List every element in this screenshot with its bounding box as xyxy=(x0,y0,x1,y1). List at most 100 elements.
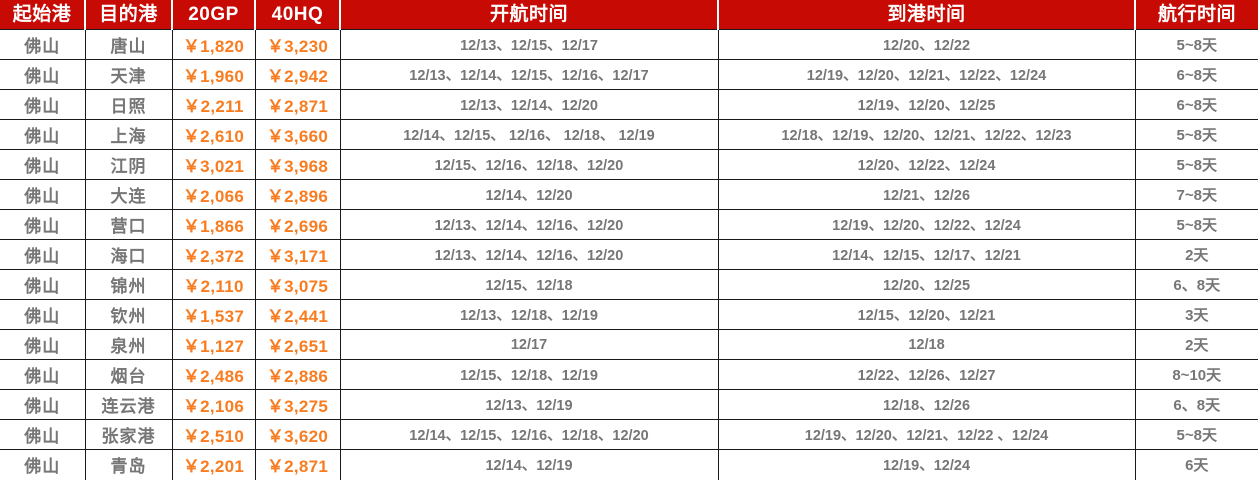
cell-40hq-price: ￥3,075 xyxy=(254,269,341,300)
cell-20gp-price: ￥1,866 xyxy=(171,209,256,240)
cell-20gp-price: ￥2,486 xyxy=(171,359,256,390)
table-header-row: 起始港 目的港 20GP 40HQ 开航时间 到港时间 航行时间 xyxy=(0,0,1258,30)
table-row: 佛山 泉州 ￥1,127 ￥2,651 12/17 12/18 2天 xyxy=(0,329,1258,360)
cell-origin-port: 佛山 xyxy=(0,389,86,420)
table-body: 佛山 唐山 ￥1,820 ￥3,230 12/13、12/15、12/17 12/20、1… xyxy=(0,29,1258,480)
cell-destination-port: 锦州 xyxy=(84,269,173,300)
cell-voyage-time: 8~10天 xyxy=(1134,359,1258,390)
cell-departure-time: 12/14、12/15、 12/16、 12/18、 12/19 xyxy=(339,119,719,150)
cell-20gp-price: ￥2,372 xyxy=(171,239,256,270)
column-header-origin-port: 起始港 xyxy=(0,0,86,30)
cell-arrival-time: 12/15、12/20、12/21 xyxy=(717,299,1136,330)
cell-20gp-price: ￥2,066 xyxy=(171,179,256,210)
cell-destination-port: 海口 xyxy=(84,239,173,270)
cell-destination-port: 唐山 xyxy=(84,29,173,60)
table-row: 佛山 天津 ￥1,960 ￥2,942 12/13、12/14、12/15、12/16、… xyxy=(0,59,1258,90)
cell-origin-port: 佛山 xyxy=(0,89,86,120)
column-header-departure-time: 开航时间 xyxy=(340,0,719,30)
cell-voyage-time: 6天 xyxy=(1134,449,1258,480)
cell-20gp-price: ￥1,960 xyxy=(171,59,256,90)
cell-destination-port: 青岛 xyxy=(84,449,173,480)
cell-20gp-price: ￥2,211 xyxy=(171,89,256,120)
cell-voyage-time: 5~8天 xyxy=(1134,149,1258,180)
cell-voyage-time: 7~8天 xyxy=(1134,179,1258,210)
cell-destination-port: 营口 xyxy=(84,209,173,240)
table-header: 起始港 目的港 20GP 40HQ 开航时间 到港时间 航行时间 xyxy=(0,0,1258,30)
cell-40hq-price: ￥3,171 xyxy=(254,239,341,270)
column-header-voyage-time: 航行时间 xyxy=(1135,0,1258,30)
cell-40hq-price: ￥2,871 xyxy=(254,89,341,120)
cell-40hq-price: ￥2,942 xyxy=(254,59,341,90)
cell-voyage-time: 5~8天 xyxy=(1134,29,1258,60)
table-row: 佛山 日照 ￥2,211 ￥2,871 12/13、12/14、12/20 12/19、1… xyxy=(0,89,1258,120)
cell-departure-time: 12/14、12/15、12/16、12/18、12/20 xyxy=(339,419,719,450)
cell-voyage-time: 6~8天 xyxy=(1134,59,1258,90)
cell-20gp-price: ￥2,510 xyxy=(171,419,256,450)
cell-arrival-time: 12/19、12/24 xyxy=(717,449,1136,480)
table-row: 佛山 营口 ￥1,866 ￥2,696 12/13、12/14、12/16、12/20 1… xyxy=(0,209,1258,240)
column-header-destination-port: 目的港 xyxy=(85,0,173,30)
cell-voyage-time: 5~8天 xyxy=(1134,119,1258,150)
cell-voyage-time: 6、8天 xyxy=(1134,269,1258,300)
column-header-arrival-time: 到港时间 xyxy=(718,0,1136,30)
cell-voyage-time: 5~8天 xyxy=(1134,209,1258,240)
cell-40hq-price: ￥3,968 xyxy=(254,149,341,180)
cell-20gp-price: ￥1,820 xyxy=(171,29,256,60)
cell-arrival-time: 12/18、12/19、12/20、12/21、12/22、12/23 xyxy=(717,119,1136,150)
cell-departure-time: 12/14、12/20 xyxy=(339,179,719,210)
cell-origin-port: 佛山 xyxy=(0,119,86,150)
cell-voyage-time: 5~8天 xyxy=(1134,419,1258,450)
cell-voyage-time: 6~8天 xyxy=(1134,89,1258,120)
cell-20gp-price: ￥1,127 xyxy=(171,329,256,360)
cell-departure-time: 12/15、12/16、12/18、12/20 xyxy=(339,149,719,180)
cell-arrival-time: 12/18、12/26 xyxy=(717,389,1136,420)
cell-departure-time: 12/13、12/18、12/19 xyxy=(339,299,719,330)
cell-origin-port: 佛山 xyxy=(0,329,86,360)
cell-departure-time: 12/13、12/19 xyxy=(339,389,719,420)
cell-20gp-price: ￥2,106 xyxy=(171,389,256,420)
cell-voyage-time: 2天 xyxy=(1134,329,1258,360)
cell-arrival-time: 12/18 xyxy=(717,329,1136,360)
cell-origin-port: 佛山 xyxy=(0,59,86,90)
cell-origin-port: 佛山 xyxy=(0,149,86,180)
cell-voyage-time: 3天 xyxy=(1134,299,1258,330)
cell-40hq-price: ￥2,651 xyxy=(254,329,341,360)
cell-origin-port: 佛山 xyxy=(0,239,86,270)
cell-arrival-time: 12/14、12/15、12/17、12/21 xyxy=(717,239,1136,270)
cell-40hq-price: ￥3,230 xyxy=(254,29,341,60)
table-row: 佛山 张家港 ￥2,510 ￥3,620 12/14、12/15、12/16、12/18… xyxy=(0,419,1258,450)
cell-20gp-price: ￥2,110 xyxy=(171,269,256,300)
cell-departure-time: 12/15、12/18、12/19 xyxy=(339,359,719,390)
cell-40hq-price: ￥2,871 xyxy=(254,449,341,480)
cell-origin-port: 佛山 xyxy=(0,299,86,330)
cell-40hq-price: ￥3,275 xyxy=(254,389,341,420)
table-row: 佛山 连云港 ￥2,106 ￥3,275 12/13、12/19 12/18、12/26 6… xyxy=(0,389,1258,420)
cell-40hq-price: ￥3,660 xyxy=(254,119,341,150)
cell-voyage-time: 6、8天 xyxy=(1134,389,1258,420)
column-header-20gp-price: 20GP xyxy=(172,0,256,30)
cell-20gp-price: ￥2,610 xyxy=(171,119,256,150)
cell-destination-port: 日照 xyxy=(84,89,173,120)
cell-40hq-price: ￥2,441 xyxy=(254,299,341,330)
cell-40hq-price: ￥3,620 xyxy=(254,419,341,450)
cell-departure-time: 12/13、12/14、12/20 xyxy=(339,89,719,120)
cell-departure-time: 12/17 xyxy=(339,329,719,360)
cell-departure-time: 12/13、12/14、12/16、12/20 xyxy=(339,239,719,270)
cell-arrival-time: 12/20、12/25 xyxy=(717,269,1136,300)
table-row: 佛山 钦州 ￥1,537 ￥2,441 12/13、12/18、12/19 12/15、1… xyxy=(0,299,1258,330)
cell-destination-port: 泉州 xyxy=(84,329,173,360)
cell-departure-time: 12/15、12/18 xyxy=(339,269,719,300)
cell-origin-port: 佛山 xyxy=(0,359,86,390)
cell-destination-port: 张家港 xyxy=(84,419,173,450)
table-row: 佛山 大连 ￥2,066 ￥2,896 12/14、12/20 12/21、12/26 7~… xyxy=(0,179,1258,210)
cell-arrival-time: 12/19、12/20、12/21、12/22 、12/24 xyxy=(717,419,1136,450)
cell-20gp-price: ￥3,021 xyxy=(171,149,256,180)
cell-arrival-time: 12/21、12/26 xyxy=(717,179,1136,210)
table-row: 佛山 青岛 ￥2,201 ￥2,871 12/14、12/19 12/19、12/24 6天 xyxy=(0,449,1258,480)
table-row: 佛山 上海 ￥2,610 ￥3,660 12/14、12/15、 12/16、 12/1… xyxy=(0,119,1258,150)
cell-40hq-price: ￥2,886 xyxy=(254,359,341,390)
table-row: 佛山 唐山 ￥1,820 ￥3,230 12/13、12/15、12/17 12/20、1… xyxy=(0,29,1258,60)
column-header-40hq-price: 40HQ xyxy=(255,0,341,30)
cell-arrival-time: 12/20、12/22 xyxy=(717,29,1136,60)
